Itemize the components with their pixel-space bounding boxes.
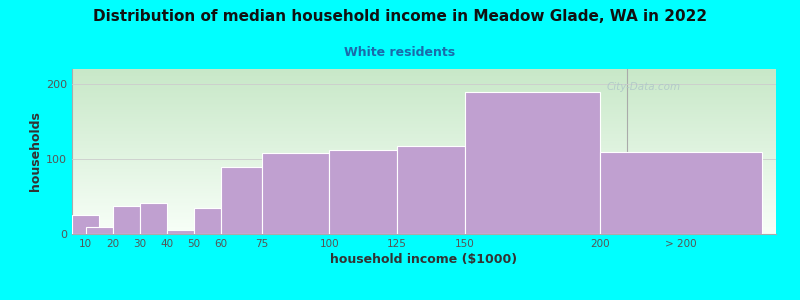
Text: City-Data.com: City-Data.com (607, 82, 681, 92)
Text: White residents: White residents (345, 46, 455, 59)
Bar (600, 152, 762, 234)
Bar (262, 153, 330, 234)
X-axis label: household income ($1000): household income ($1000) (330, 253, 518, 266)
Bar (72, 215, 99, 234)
Bar (86, 226, 113, 234)
Text: Distribution of median household income in Meadow Glade, WA in 2022: Distribution of median household income … (93, 9, 707, 24)
Bar (194, 208, 221, 234)
Bar (140, 202, 166, 234)
Bar (397, 146, 465, 234)
Bar (113, 206, 140, 234)
Bar (166, 230, 194, 234)
Bar (330, 150, 397, 234)
Y-axis label: households: households (29, 112, 42, 191)
Bar (221, 167, 262, 234)
Bar (465, 92, 600, 234)
